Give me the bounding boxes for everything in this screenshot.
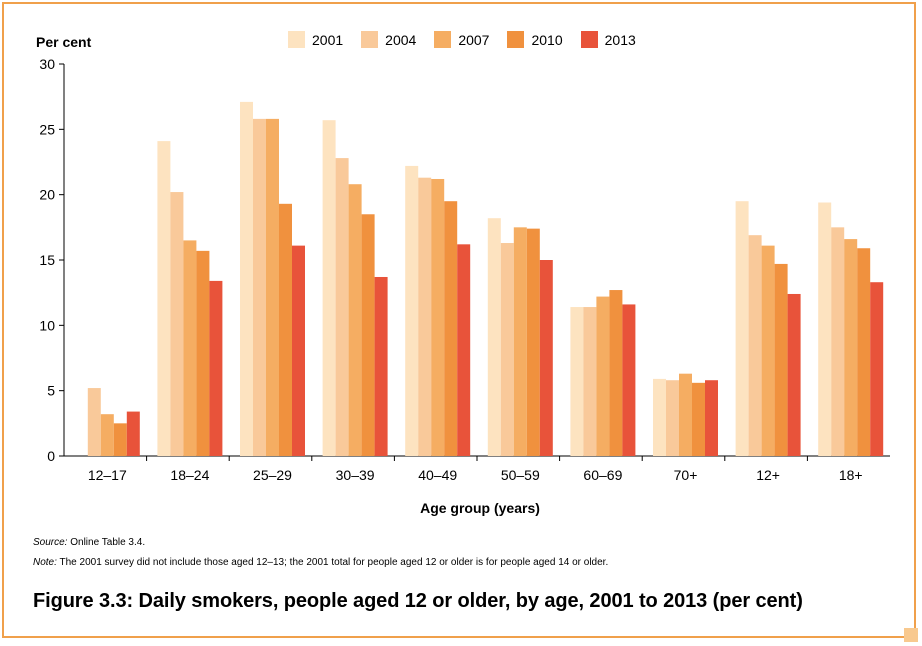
bar-2010-3 (361, 214, 375, 456)
bar-2007-0 (100, 414, 114, 456)
x-tick-label: 18–24 (170, 467, 209, 483)
legend-label: 2010 (531, 31, 563, 48)
legend-swatch (361, 31, 379, 48)
x-tick-label: 30–39 (336, 467, 375, 483)
bar-2010-2 (279, 203, 292, 456)
bar-2001-8 (735, 201, 749, 456)
bar-2010-5 (526, 228, 540, 456)
x-tick-label: 18+ (839, 467, 863, 483)
bar-2013-5 (539, 260, 553, 456)
x-tick-label: 50–59 (501, 467, 540, 483)
bar-2013-4 (457, 244, 471, 456)
x-tick-label: 40–49 (418, 467, 457, 483)
bar-2001-3 (322, 120, 336, 456)
x-tick-label: 70+ (674, 467, 698, 483)
bar-2010-1 (196, 250, 210, 456)
bar-2007-3 (348, 184, 362, 457)
bar-2004-5 (500, 243, 514, 456)
x-tick-label: 60–69 (583, 467, 622, 483)
legend-label: 2013 (604, 31, 636, 48)
legend-swatch (288, 31, 305, 48)
legend-label: 2007 (458, 31, 490, 48)
bar-2013-8 (787, 293, 801, 456)
bar-2010-6 (609, 290, 623, 456)
y-tick-label: 25 (39, 121, 55, 137)
x-axis-label: Age group (years) (420, 500, 540, 516)
bar-2013-0 (126, 411, 140, 456)
bar-2010-8 (774, 263, 788, 456)
bar-2013-7 (705, 380, 718, 456)
x-tick-label: 25–29 (253, 467, 292, 483)
bar-2007-7 (679, 373, 692, 456)
bar-2004-6 (583, 307, 597, 456)
figure-title: Figure 3.3: Daily smokers, people aged 1… (33, 590, 803, 612)
note-label: Note: (33, 557, 57, 568)
y-tick-label: 15 (39, 252, 55, 268)
bar-2001-2 (240, 101, 253, 456)
bar-2007-8 (761, 245, 775, 456)
bar-2007-2 (266, 118, 279, 456)
bar-2007-9 (844, 239, 858, 456)
bar-2013-2 (292, 245, 305, 456)
bar-2001-1 (157, 141, 171, 457)
legend-item: 2010 (507, 31, 563, 48)
bar-2010-9 (857, 248, 871, 456)
legend-label: 2004 (385, 31, 417, 48)
y-tick-label: 10 (39, 317, 55, 333)
bar-2004-8 (748, 235, 762, 456)
source-label: Source: (33, 537, 68, 548)
bar-2010-7 (692, 382, 705, 456)
x-tick-label: 12–17 (88, 467, 127, 483)
chart-legend: 2001 2004 2007 2010 2013 (288, 31, 636, 48)
bar-2004-2 (253, 118, 266, 456)
frame-corner-tab (904, 628, 918, 642)
bar-2001-4 (405, 165, 419, 457)
y-tick-label: 0 (47, 448, 55, 464)
bar-2007-4 (431, 178, 445, 456)
legend-swatch (580, 31, 598, 48)
legend-item: 2004 (361, 31, 416, 48)
bar-2001-6 (570, 307, 584, 456)
bar-2013-9 (870, 282, 884, 456)
y-axis-label: Per cent (36, 34, 92, 50)
bar-2004-9 (831, 227, 845, 456)
legend-item: 2001 (288, 31, 343, 48)
source-line: Source: Online Table 3.4. (33, 537, 145, 548)
y-tick-label: 30 (39, 56, 55, 72)
bar-2001-9 (818, 202, 832, 456)
bar-2010-0 (113, 423, 127, 456)
bar-2004-4 (418, 177, 432, 456)
legend-swatch (434, 31, 452, 48)
bar-2001-5 (487, 218, 501, 456)
note-text: The 2001 survey did not include those ag… (56, 557, 609, 568)
x-tick-label: 12+ (756, 467, 780, 483)
source-text: Online Table 3.4. (67, 537, 146, 548)
bar-2004-1 (170, 192, 184, 456)
bar-2010-4 (444, 201, 458, 456)
legend-swatch (507, 31, 525, 48)
bar-2004-3 (335, 158, 349, 456)
y-tick-label: 5 (47, 383, 55, 399)
bar-2007-5 (513, 227, 527, 456)
bar-2004-7 (666, 380, 679, 456)
bar-2013-1 (209, 280, 223, 456)
legend-item: 2013 (580, 31, 636, 48)
bar-2013-6 (622, 304, 636, 456)
bar-2007-6 (596, 296, 610, 456)
legend-item: 2007 (434, 31, 489, 48)
bar-2004-0 (87, 388, 101, 456)
bar-2013-3 (374, 276, 388, 456)
legend-label: 2001 (312, 31, 344, 48)
bar-2007-1 (183, 240, 197, 456)
y-tick-label: 20 (39, 187, 55, 203)
note-line: Note: The 2001 survey did not include th… (33, 557, 608, 568)
bar-2001-7 (653, 378, 666, 456)
